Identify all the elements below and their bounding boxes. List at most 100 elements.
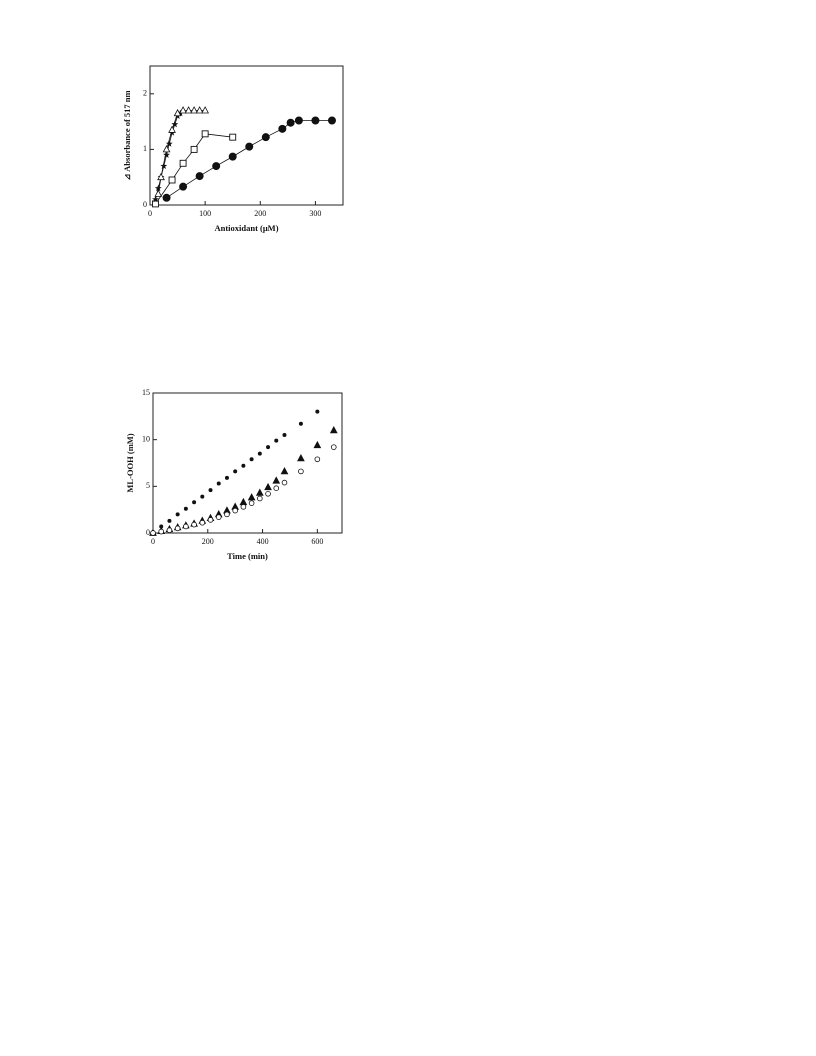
marker (216, 481, 221, 486)
marker (239, 497, 248, 506)
marker (272, 476, 281, 484)
marker (200, 494, 205, 499)
marker (152, 195, 159, 203)
marker (184, 106, 193, 114)
marker (173, 108, 182, 117)
marker (179, 159, 187, 167)
x-axis-label: Antioxidant (μM) (214, 223, 278, 233)
marker (278, 124, 287, 133)
marker (245, 142, 254, 151)
x-tick-label: 0 (148, 209, 152, 218)
series-line (155, 133, 233, 205)
marker (282, 432, 287, 437)
marker (241, 463, 246, 468)
marker (315, 409, 320, 414)
series-line (166, 120, 332, 199)
plot-frame (149, 65, 344, 206)
x-tick-label: 600 (311, 537, 323, 546)
marker (191, 521, 197, 528)
marker (179, 106, 187, 114)
marker (165, 140, 173, 147)
x-tick-label: 200 (202, 537, 214, 546)
marker (311, 116, 320, 125)
marker (294, 116, 303, 125)
marker (166, 527, 173, 533)
marker (154, 184, 162, 192)
marker (167, 518, 172, 523)
marker (163, 151, 170, 158)
marker (179, 182, 188, 191)
marker (281, 479, 288, 486)
marker (207, 517, 214, 523)
marker (175, 512, 180, 517)
marker (297, 453, 305, 462)
marker (329, 425, 338, 434)
marker (280, 467, 289, 475)
marker (298, 421, 303, 426)
y-tick-label: 1 (143, 144, 147, 153)
marker (313, 440, 322, 449)
marker (266, 445, 271, 450)
y-axis-label: ML-OOH (mM) (125, 433, 135, 492)
y-tick-label: 0 (143, 200, 147, 209)
marker (154, 189, 163, 197)
y-tick-label: 0 (146, 528, 150, 537)
y-tick-label: 5 (146, 481, 150, 490)
marker (168, 125, 176, 133)
marker (274, 438, 279, 443)
marker (168, 176, 176, 184)
marker (195, 172, 204, 181)
y-tick-label: 2 (143, 89, 147, 98)
marker (261, 133, 270, 142)
marker (229, 133, 237, 141)
marker (286, 118, 295, 127)
marker (264, 482, 272, 491)
marker (215, 514, 222, 520)
marker (314, 456, 321, 463)
marker (232, 507, 238, 514)
plot-frame (152, 392, 343, 534)
x-tick-label: 100 (199, 209, 211, 218)
marker (190, 145, 198, 153)
marker (224, 511, 230, 518)
marker (183, 523, 189, 530)
marker (240, 504, 247, 510)
marker (233, 469, 238, 474)
marker (247, 493, 256, 501)
marker (162, 145, 171, 153)
marker (212, 162, 221, 171)
marker (327, 116, 336, 125)
marker (201, 130, 209, 138)
marker (265, 490, 271, 497)
marker (160, 162, 168, 169)
marker (174, 525, 181, 532)
x-tick-label: 400 (257, 537, 269, 546)
marker (201, 106, 210, 114)
marker (195, 106, 204, 114)
marker (228, 152, 237, 161)
marker (273, 485, 280, 492)
marker (257, 451, 262, 456)
x-axis-label: Time (min) (227, 551, 268, 561)
marker (199, 519, 206, 526)
marker (183, 506, 188, 511)
marker (224, 475, 229, 480)
marker (150, 530, 156, 536)
marker (249, 457, 254, 462)
marker (257, 495, 263, 502)
marker (192, 500, 197, 505)
x-tick-label: 0 (151, 537, 155, 546)
marker (171, 120, 179, 128)
y-tick-label: 15 (142, 388, 150, 397)
marker (158, 528, 165, 535)
marker (208, 488, 213, 493)
marker (248, 500, 255, 506)
marker (255, 488, 264, 496)
y-tick-label: 10 (142, 434, 150, 443)
marker (330, 444, 337, 450)
y-axis-label: ⊿ Absorbance of 517 nm (122, 90, 132, 180)
marker (157, 172, 165, 181)
x-tick-label: 300 (309, 209, 321, 218)
marker (162, 193, 171, 202)
